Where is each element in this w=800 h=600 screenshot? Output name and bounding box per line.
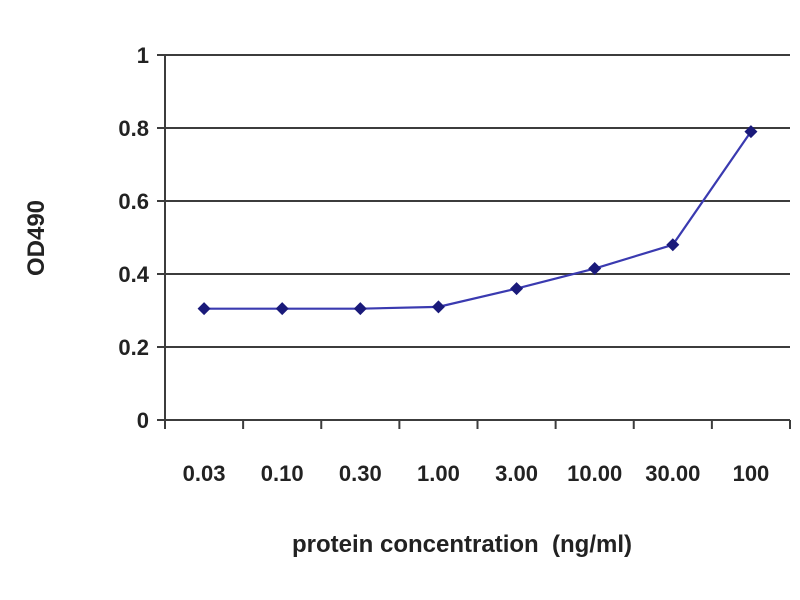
x-tick-labels: 0.03 0.10 0.30 1.00 3.00 10.00 30.00 100	[183, 461, 770, 486]
y-tick-label: 1	[137, 43, 149, 68]
series-line	[204, 131, 752, 310]
y-tick-label: 0.4	[118, 262, 149, 287]
y-axis-title: OD490	[23, 200, 50, 276]
y-tick-label: 0.2	[118, 335, 149, 360]
data-point	[588, 262, 602, 276]
y-tick-labels: 0 0.2 0.4 0.6 0.8 1	[118, 43, 149, 433]
x-tick-label: 0.03	[183, 461, 226, 486]
series	[197, 125, 758, 316]
data-point	[744, 125, 758, 139]
gridlines	[165, 54, 790, 348]
data-point	[197, 302, 211, 316]
x-tick-label: 0.10	[261, 461, 304, 486]
x-tick-label: 1.00	[417, 461, 460, 486]
x-tick-label: 0.30	[339, 461, 382, 486]
data-point	[666, 238, 680, 252]
data-point	[353, 302, 367, 316]
data-point	[510, 282, 524, 296]
data-point	[275, 302, 289, 316]
x-axis-title: protein concentration (ng/ml)	[292, 531, 632, 558]
y-tick-label: 0.6	[118, 189, 149, 214]
y-tick-label: 0.8	[118, 116, 149, 141]
x-tick-label: 100	[733, 461, 770, 486]
axes	[157, 54, 791, 429]
x-tick-label: 30.00	[645, 461, 700, 486]
y-tick-label: 0	[137, 408, 149, 433]
x-tick-label: 3.00	[495, 461, 538, 486]
x-tick-label: 10.00	[567, 461, 622, 486]
data-point	[431, 300, 445, 314]
